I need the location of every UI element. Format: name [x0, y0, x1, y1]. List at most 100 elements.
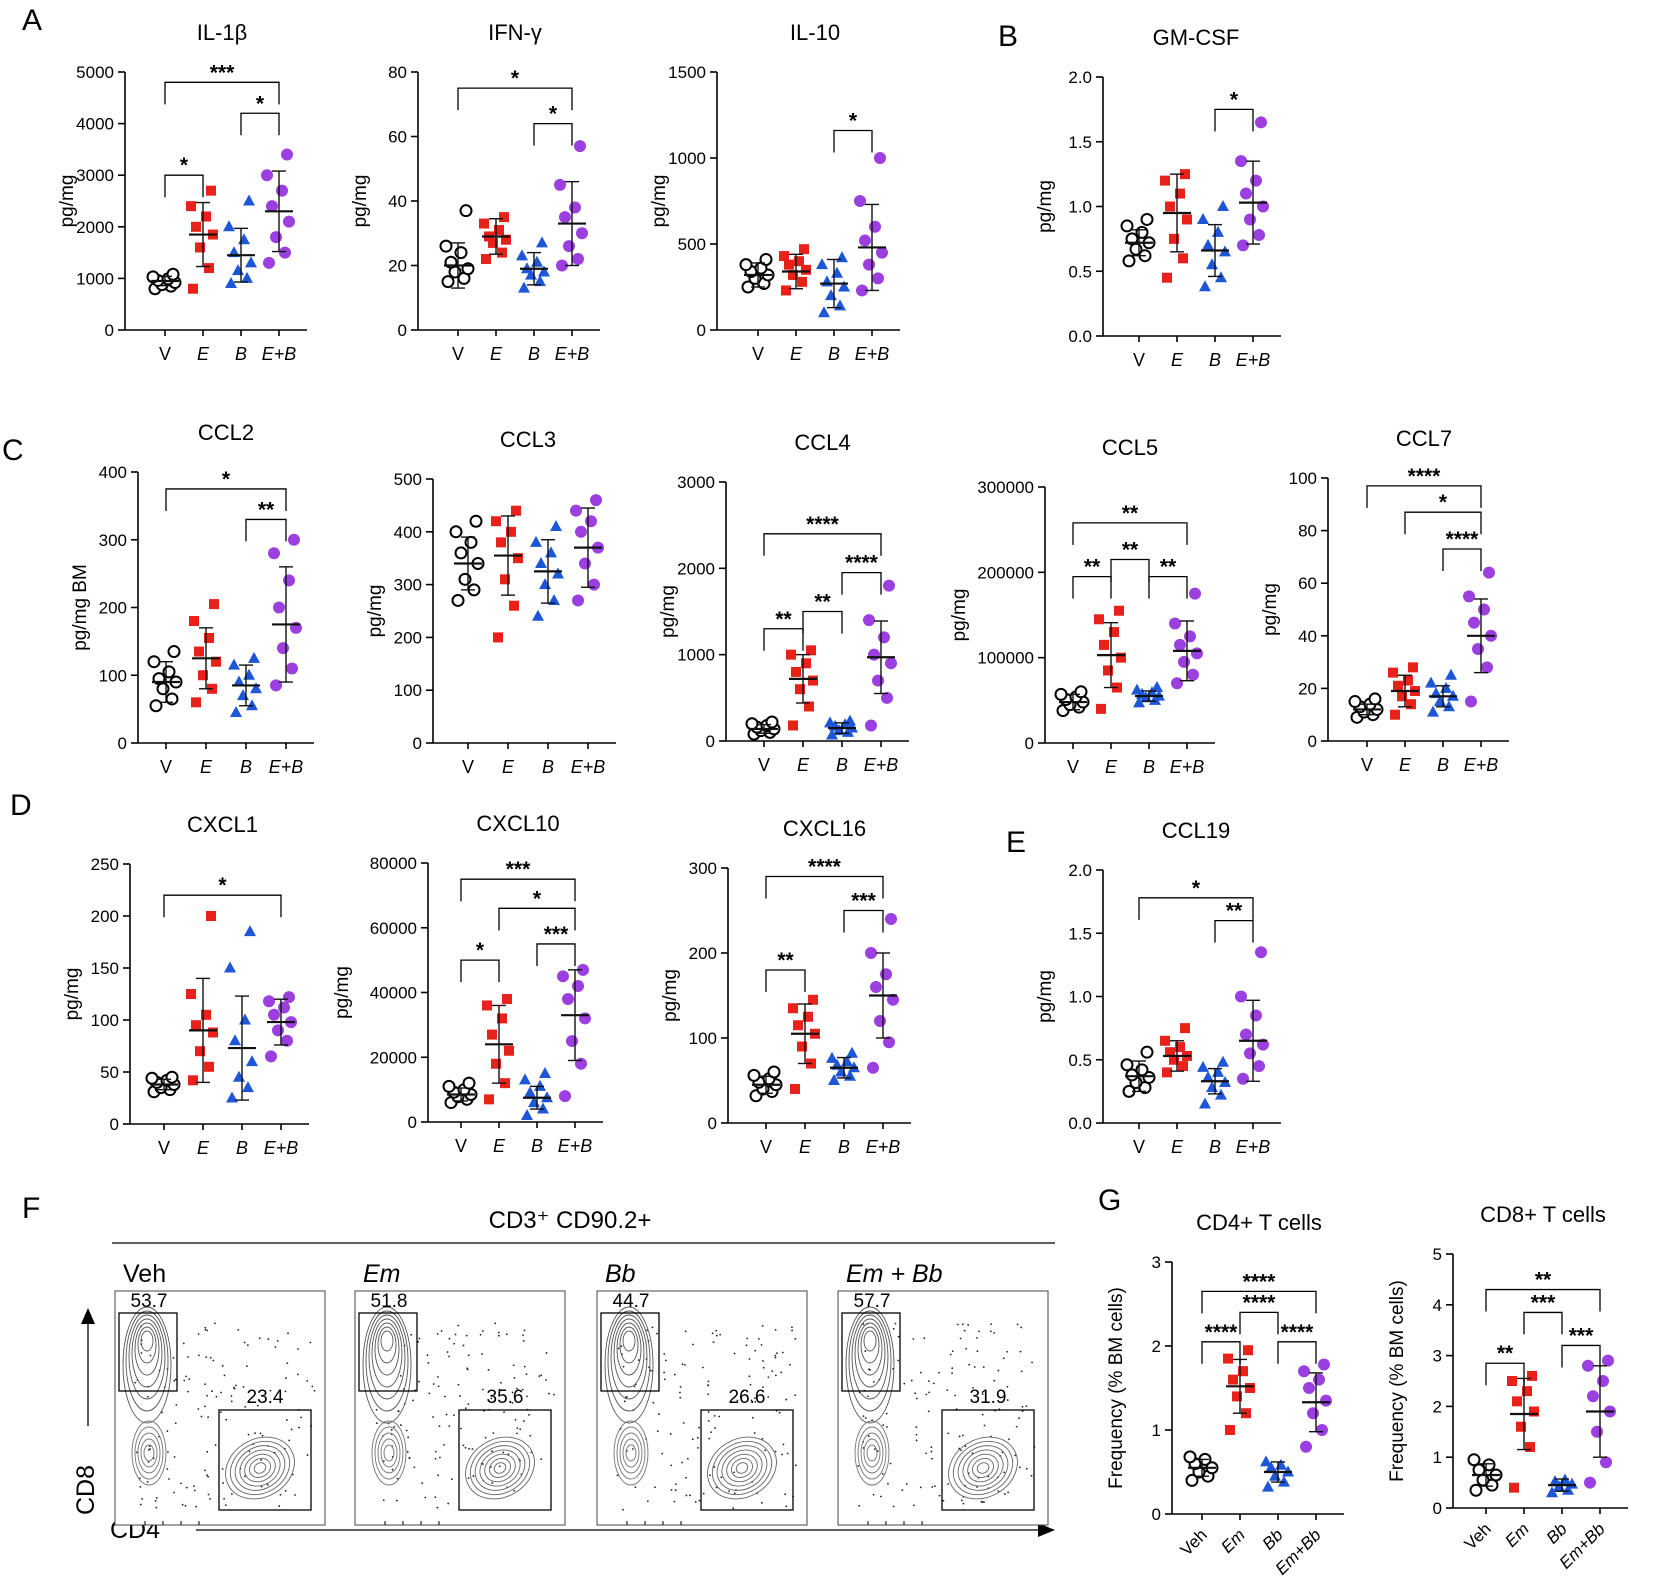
data-point — [1217, 1055, 1229, 1067]
data-point — [195, 242, 205, 253]
data-point — [1162, 272, 1172, 283]
x-category-label: B — [1143, 757, 1155, 777]
flow-event — [453, 1342, 455, 1345]
flow-event — [237, 1328, 240, 1331]
y-tick-label: 300 — [394, 576, 422, 595]
flow-event — [623, 1400, 626, 1403]
flow-contour — [610, 1314, 648, 1400]
flow-event — [146, 1395, 149, 1398]
flow-event — [930, 1450, 933, 1453]
flow-contour — [857, 1426, 887, 1480]
flow-event — [390, 1428, 393, 1431]
data-point — [1463, 590, 1475, 603]
chart-title: IL-1β — [197, 20, 248, 45]
flow-event — [465, 1334, 468, 1337]
flow-event — [674, 1489, 677, 1492]
flow-event — [204, 1469, 206, 1472]
flow-event — [512, 1364, 515, 1367]
data-point — [238, 233, 250, 245]
data-point — [211, 656, 221, 667]
flow-event — [915, 1433, 918, 1436]
flow-event — [925, 1452, 928, 1455]
flow-event — [1025, 1405, 1028, 1408]
y-tick-label: 3000 — [76, 166, 114, 185]
cd4-gate — [941, 1409, 1035, 1511]
flow-event — [206, 1329, 208, 1332]
flow-event — [872, 1493, 875, 1496]
flow-event — [269, 1389, 272, 1392]
flow-event — [733, 1471, 736, 1474]
data-point — [228, 658, 240, 670]
data-point — [263, 256, 275, 269]
data-point — [1212, 225, 1224, 237]
data-point — [270, 231, 282, 244]
data-point — [195, 1046, 205, 1057]
flow-event — [903, 1382, 906, 1385]
data-point — [1316, 1424, 1328, 1436]
flow-event — [294, 1494, 296, 1496]
flow-event — [487, 1369, 490, 1371]
x-category-label: E — [1171, 350, 1184, 370]
data-point — [765, 715, 779, 729]
flow-event — [291, 1473, 294, 1476]
flow-event — [284, 1377, 287, 1379]
flow-contour — [625, 1444, 637, 1462]
data-point — [145, 1071, 159, 1085]
data-point — [244, 925, 256, 937]
flow-event — [633, 1385, 636, 1388]
data-point — [1465, 695, 1477, 708]
flow-event — [167, 1451, 169, 1453]
data-point — [497, 247, 507, 258]
flow-event — [951, 1372, 953, 1374]
significance-label: ** — [1535, 1269, 1552, 1292]
flow-event — [412, 1399, 415, 1402]
flow-event — [684, 1330, 687, 1333]
data-point — [868, 648, 880, 661]
flow-event — [960, 1449, 962, 1452]
flow-event — [467, 1354, 470, 1357]
flow-y-arrowhead-icon — [81, 1308, 95, 1324]
data-point — [204, 1061, 214, 1072]
panel-letter-b: B — [998, 20, 1018, 53]
flow-event — [382, 1460, 385, 1463]
flow-contour — [380, 1438, 398, 1468]
flow-event — [261, 1434, 264, 1437]
data-point — [1189, 587, 1201, 600]
data-point — [801, 658, 811, 669]
flow-contour — [140, 1330, 154, 1352]
flow-event — [771, 1370, 774, 1372]
significance-bracket — [843, 909, 884, 933]
y-tick-label: 80 — [388, 63, 407, 82]
chart-ifng: IFN-γ 0 20 40 60 80 pg/mg V E B E+B * * — [350, 20, 600, 364]
flow-event — [957, 1323, 959, 1326]
data-point — [1174, 638, 1186, 651]
flow-event — [689, 1494, 691, 1497]
flow-event — [683, 1364, 686, 1366]
flow-event — [181, 1503, 184, 1506]
significance-bracket — [1404, 511, 1482, 535]
flow-event — [791, 1329, 793, 1332]
flow-event — [154, 1499, 157, 1502]
flow-event — [674, 1483, 677, 1486]
chart-title: GM-CSF — [1153, 25, 1240, 50]
flow-event — [919, 1371, 922, 1374]
flow-contour — [866, 1444, 878, 1462]
y-tick-label: 2 — [1433, 1397, 1442, 1416]
y-tick-label: 150 — [91, 959, 119, 978]
flow-event — [881, 1472, 884, 1475]
flow-event — [1018, 1417, 1020, 1420]
data-point — [191, 697, 201, 708]
flow-event — [965, 1347, 968, 1350]
flow-event — [248, 1450, 251, 1453]
data-point — [1183, 1450, 1197, 1464]
significance-bracket — [1138, 897, 1254, 920]
data-point — [1151, 681, 1163, 693]
flow-event — [243, 1475, 246, 1478]
data-point — [1120, 1058, 1134, 1072]
data-point — [1512, 1396, 1522, 1407]
flow-event — [1004, 1493, 1006, 1495]
y-tick-label: 1.5 — [1068, 924, 1092, 943]
flow-event — [774, 1450, 777, 1453]
flow-event — [997, 1490, 1000, 1492]
data-point — [1348, 695, 1362, 709]
